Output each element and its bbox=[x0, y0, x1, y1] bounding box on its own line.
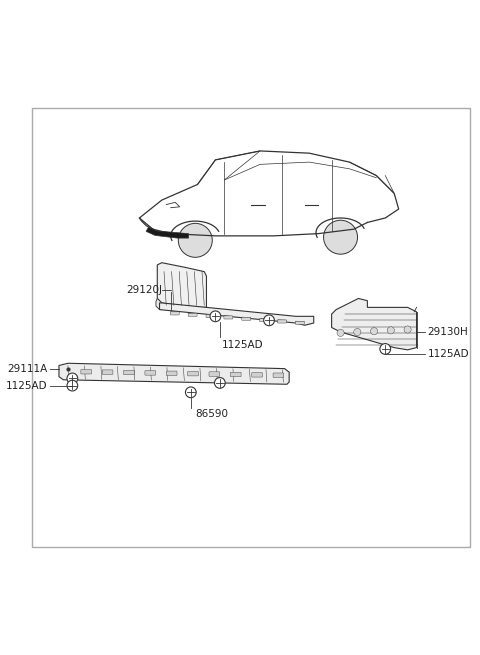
FancyBboxPatch shape bbox=[102, 370, 113, 375]
FancyBboxPatch shape bbox=[252, 373, 263, 377]
Circle shape bbox=[387, 327, 395, 334]
Circle shape bbox=[210, 311, 221, 322]
Circle shape bbox=[404, 326, 411, 333]
FancyBboxPatch shape bbox=[188, 371, 198, 376]
Polygon shape bbox=[159, 303, 314, 326]
FancyBboxPatch shape bbox=[166, 371, 177, 375]
FancyBboxPatch shape bbox=[295, 321, 304, 324]
Text: 1125AD: 1125AD bbox=[222, 340, 264, 350]
FancyBboxPatch shape bbox=[277, 320, 287, 323]
Circle shape bbox=[324, 220, 358, 254]
FancyBboxPatch shape bbox=[188, 313, 197, 316]
Polygon shape bbox=[146, 227, 189, 238]
Text: 29111A: 29111A bbox=[8, 364, 48, 374]
FancyBboxPatch shape bbox=[123, 370, 134, 375]
FancyBboxPatch shape bbox=[230, 372, 241, 377]
FancyBboxPatch shape bbox=[242, 317, 251, 320]
Polygon shape bbox=[332, 299, 417, 350]
Circle shape bbox=[185, 387, 196, 398]
Circle shape bbox=[337, 329, 344, 337]
Polygon shape bbox=[157, 263, 206, 307]
Circle shape bbox=[67, 381, 78, 391]
Circle shape bbox=[264, 315, 275, 326]
Polygon shape bbox=[156, 299, 162, 310]
Circle shape bbox=[371, 328, 378, 335]
Circle shape bbox=[354, 328, 361, 335]
FancyBboxPatch shape bbox=[206, 314, 215, 318]
Text: 86590: 86590 bbox=[195, 409, 228, 419]
Text: 29130H: 29130H bbox=[428, 327, 468, 337]
FancyBboxPatch shape bbox=[170, 312, 179, 315]
Text: 1125AD: 1125AD bbox=[6, 381, 48, 390]
Circle shape bbox=[215, 377, 225, 388]
Circle shape bbox=[380, 344, 391, 354]
FancyBboxPatch shape bbox=[260, 318, 269, 322]
FancyBboxPatch shape bbox=[273, 373, 284, 377]
Circle shape bbox=[178, 223, 212, 257]
Text: 1125AD: 1125AD bbox=[428, 349, 469, 360]
FancyBboxPatch shape bbox=[81, 369, 92, 374]
FancyBboxPatch shape bbox=[145, 371, 156, 375]
Text: 29120J: 29120J bbox=[126, 284, 162, 295]
Circle shape bbox=[67, 373, 78, 384]
Polygon shape bbox=[59, 364, 289, 384]
FancyBboxPatch shape bbox=[224, 316, 233, 319]
FancyBboxPatch shape bbox=[209, 372, 220, 376]
